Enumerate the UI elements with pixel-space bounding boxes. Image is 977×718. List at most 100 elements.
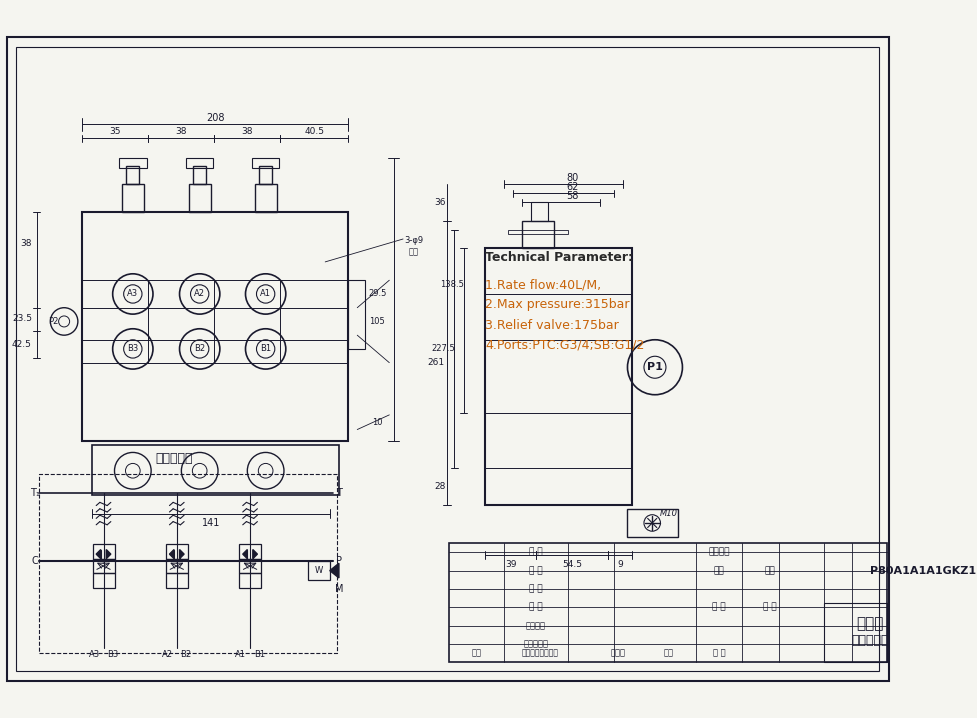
Text: 29.5: 29.5 xyxy=(368,289,386,299)
Bar xyxy=(119,159,147,167)
Bar xyxy=(166,544,188,559)
Bar xyxy=(82,212,348,441)
Bar xyxy=(308,561,329,579)
Polygon shape xyxy=(253,549,257,559)
Text: 1.Rate flow:40L/M,: 1.Rate flow:40L/M, xyxy=(485,279,601,292)
Bar xyxy=(508,230,568,234)
Text: 10: 10 xyxy=(372,418,382,426)
Bar xyxy=(238,574,261,588)
Text: 227.5: 227.5 xyxy=(431,345,454,353)
Text: T₁: T₁ xyxy=(30,488,40,498)
Text: 4.Ports:PTC:G3/4;SB:G1/2: 4.Ports:PTC:G3/4;SB:G1/2 xyxy=(485,339,644,352)
Bar xyxy=(93,559,114,574)
Bar xyxy=(448,543,886,662)
Bar xyxy=(485,248,631,505)
Polygon shape xyxy=(180,549,184,559)
Text: 208: 208 xyxy=(206,113,225,123)
Bar xyxy=(93,544,114,559)
Text: 共 张: 共 张 xyxy=(711,602,725,612)
Bar xyxy=(259,166,272,184)
Text: 审 核: 审 核 xyxy=(529,584,542,593)
Bar xyxy=(824,602,886,662)
Text: 更改内容或通知单: 更改内容或通知单 xyxy=(522,648,559,658)
Polygon shape xyxy=(106,549,110,559)
Polygon shape xyxy=(96,549,101,559)
Text: 38: 38 xyxy=(20,239,31,248)
Bar xyxy=(92,445,339,495)
Polygon shape xyxy=(242,549,247,559)
Bar xyxy=(166,574,188,588)
Text: 42.5: 42.5 xyxy=(12,340,32,349)
Text: 标记: 标记 xyxy=(471,648,481,658)
Bar xyxy=(238,559,261,574)
Bar xyxy=(348,280,364,349)
Text: 40.5: 40.5 xyxy=(304,127,323,136)
Text: 28: 28 xyxy=(434,482,445,491)
Bar xyxy=(189,184,210,212)
Text: 标准化检查: 标准化检查 xyxy=(523,640,548,648)
Bar xyxy=(166,559,188,574)
Bar xyxy=(39,475,337,653)
Bar xyxy=(193,166,206,184)
Text: 54.5: 54.5 xyxy=(562,560,581,569)
Text: 38: 38 xyxy=(176,127,187,136)
Text: 审 核: 审 核 xyxy=(712,648,725,658)
Text: 通孔: 通孔 xyxy=(408,247,418,256)
Text: 更改人: 更改人 xyxy=(611,648,625,658)
Text: B1: B1 xyxy=(253,651,265,659)
Text: 设 计: 设 计 xyxy=(529,548,542,556)
Text: C: C xyxy=(31,556,38,567)
Text: 36: 36 xyxy=(434,198,445,207)
Text: B2: B2 xyxy=(180,651,191,659)
Bar xyxy=(122,184,144,212)
Text: W: W xyxy=(315,566,322,575)
Text: 重量: 重量 xyxy=(713,566,724,575)
Bar xyxy=(252,159,279,167)
Bar xyxy=(186,159,213,167)
Text: Technical Parameter:: Technical Parameter: xyxy=(485,251,633,264)
Text: 141: 141 xyxy=(201,518,220,528)
Text: A1: A1 xyxy=(260,289,271,299)
Text: 多路阀: 多路阀 xyxy=(856,616,883,631)
Text: 105: 105 xyxy=(369,317,385,326)
Text: 外型尺寸图: 外型尺寸图 xyxy=(851,634,888,647)
Polygon shape xyxy=(169,549,174,559)
Bar xyxy=(627,509,677,537)
Text: 80: 80 xyxy=(566,172,578,182)
Text: 第 张: 第 张 xyxy=(762,602,776,612)
Text: 3.Relief valve:175bar: 3.Relief valve:175bar xyxy=(485,319,618,332)
Text: 液压原理图: 液压原理图 xyxy=(155,452,192,465)
Text: 9: 9 xyxy=(616,560,622,569)
Text: 工艺检查: 工艺检查 xyxy=(526,621,545,630)
Text: P1: P1 xyxy=(647,363,662,372)
Bar xyxy=(238,544,261,559)
Text: 58: 58 xyxy=(566,191,578,201)
Text: 比例: 比例 xyxy=(763,566,774,575)
Text: 23.5: 23.5 xyxy=(12,314,32,323)
Bar xyxy=(254,184,276,212)
Text: P2: P2 xyxy=(48,317,59,326)
Text: A2: A2 xyxy=(194,289,205,299)
Polygon shape xyxy=(329,564,339,578)
Text: 3-φ9: 3-φ9 xyxy=(404,236,423,246)
Text: 62: 62 xyxy=(566,182,578,192)
Text: 138.5: 138.5 xyxy=(440,280,464,289)
Text: P80A1A1A1GKZ1: P80A1A1A1GKZ1 xyxy=(870,566,975,576)
Text: M: M xyxy=(334,584,343,594)
Text: B3: B3 xyxy=(106,651,118,659)
Text: A3: A3 xyxy=(89,651,100,659)
Text: B3: B3 xyxy=(127,345,139,353)
Text: 35: 35 xyxy=(109,127,121,136)
Text: A1: A1 xyxy=(235,651,246,659)
Text: B2: B2 xyxy=(193,345,205,353)
Text: 38: 38 xyxy=(241,127,253,136)
Text: B1: B1 xyxy=(260,345,271,353)
Text: A2: A2 xyxy=(162,651,173,659)
Bar xyxy=(126,166,139,184)
Text: 39: 39 xyxy=(504,560,516,569)
Text: A3: A3 xyxy=(127,289,139,299)
Text: T: T xyxy=(336,488,342,498)
Bar xyxy=(93,574,114,588)
Text: 日期: 日期 xyxy=(663,648,673,658)
Text: 图样标记: 图样标记 xyxy=(707,548,729,556)
